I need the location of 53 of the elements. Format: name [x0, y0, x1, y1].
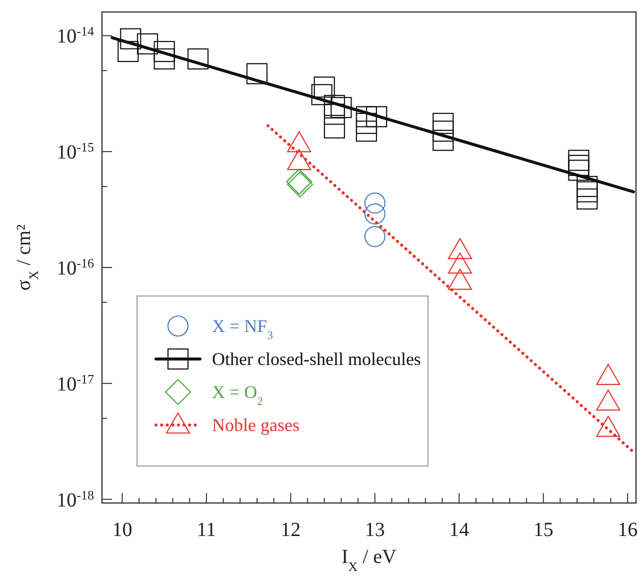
x-tick-label: 15: [533, 519, 554, 541]
point: [448, 238, 472, 260]
point: [596, 390, 620, 411]
point: [154, 40, 175, 62]
point: [568, 150, 590, 171]
point: [154, 48, 175, 70]
point: [356, 106, 378, 128]
x-tick-label: 11: [196, 519, 216, 541]
point: [596, 364, 620, 385]
point: [314, 76, 335, 98]
y-tick-label: 10$^{-16}$: [56, 255, 94, 280]
x-tick-label: 14: [449, 519, 470, 541]
point: [364, 203, 386, 224]
point: [120, 28, 142, 50]
point: [432, 112, 454, 134]
point: [364, 226, 386, 248]
point: [187, 48, 209, 70]
legend-label: X = NF$_{3}$: [212, 316, 274, 342]
legend-label: X = O$_{2}$: [212, 382, 264, 408]
legend-label: Noble gases: [212, 415, 300, 435]
point: [356, 112, 378, 134]
point: [118, 40, 139, 62]
y-tick-label: 10$^{-15}$: [56, 139, 94, 164]
point: [432, 120, 454, 142]
y-tick-label: 10$^{-14}$: [56, 23, 94, 48]
point: [568, 154, 590, 176]
point: [448, 252, 472, 274]
point: [448, 268, 472, 290]
point: [246, 63, 268, 84]
x-tick-label: 16: [618, 519, 638, 541]
point: [287, 149, 312, 170]
x-tick-label: 13: [364, 519, 385, 541]
point: [136, 33, 158, 54]
point: [364, 192, 386, 214]
legend-label: Other closed-shell molecules: [212, 349, 421, 369]
point: [324, 104, 346, 125]
point: [324, 94, 346, 116]
point: [356, 120, 378, 142]
x-axis-title: I$_{X}$ / eV: [342, 546, 398, 574]
point: [366, 106, 388, 128]
x-tick-label: 10: [112, 519, 132, 541]
point: [330, 96, 352, 118]
point: [432, 130, 454, 151]
point: [311, 84, 332, 106]
point: [568, 160, 590, 181]
y-tick-label: 10$^{-17}$: [56, 370, 94, 396]
point: [324, 117, 346, 138]
point: [576, 181, 598, 202]
point: [576, 176, 598, 198]
point: [596, 416, 620, 437]
point: [576, 188, 598, 210]
x-tick-label: 12: [280, 519, 301, 541]
y-tick-label: 10$^{-18}$: [56, 486, 94, 512]
